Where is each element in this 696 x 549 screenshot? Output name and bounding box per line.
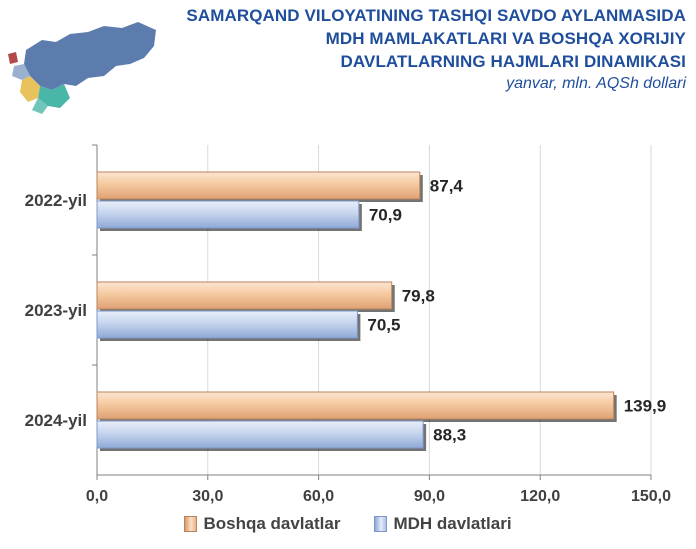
data-label: 88,3 bbox=[433, 426, 466, 445]
bar-mdh bbox=[96, 200, 360, 229]
data-label: 70,9 bbox=[369, 206, 402, 225]
x-tick-label: 150,0 bbox=[631, 488, 671, 505]
y-category-label: 2022-yil bbox=[25, 191, 87, 210]
data-label: 70,5 bbox=[367, 316, 400, 335]
x-tick-label: 90,0 bbox=[414, 488, 445, 505]
data-label: 79,8 bbox=[402, 287, 435, 306]
y-category-label: 2023-yil bbox=[25, 301, 87, 320]
bar-boshqa bbox=[96, 171, 421, 200]
data-label: 87,4 bbox=[430, 177, 464, 196]
y-category-label: 2024-yil bbox=[25, 411, 87, 430]
x-tick-label: 30,0 bbox=[192, 488, 223, 505]
legend-swatch-orange bbox=[184, 516, 198, 532]
map-logo bbox=[8, 22, 156, 114]
bar-mdh bbox=[96, 420, 424, 449]
chart-subtitle: yanvar, mln. AQSh dollari bbox=[506, 75, 686, 92]
legend-item-boshqa: Boshqa davlatlar bbox=[184, 514, 340, 534]
bar-mdh bbox=[96, 310, 358, 339]
legend-label-boshqa: Boshqa davlatlar bbox=[203, 514, 341, 533]
legend-item-mdh: MDH davlatlari bbox=[374, 514, 512, 534]
chart-title-line-1: SAMARQAND VILOYATINING TASHQI SAVDO AYLA… bbox=[186, 6, 686, 25]
legend: Boshqa davlatlar MDH davlatlari bbox=[0, 514, 696, 534]
legend-label-mdh: MDH davlatlari bbox=[393, 514, 512, 533]
x-tick-label: 60,0 bbox=[303, 488, 334, 505]
data-label: 139,9 bbox=[624, 397, 667, 416]
bar-boshqa bbox=[96, 281, 393, 310]
legend-swatch-blue bbox=[374, 516, 388, 532]
chart-title-line-2: MDH MAMLAKATLARI VA BOSHQA XORIJIY bbox=[325, 29, 686, 48]
x-tick-label: 0,0 bbox=[86, 488, 108, 505]
x-tick-label: 120,0 bbox=[520, 488, 560, 505]
title-block: SAMARQAND VILOYATINING TASHQI SAVDO AYLA… bbox=[126, 4, 686, 95]
chart-title-line-3: DAVLATLARNING HAJMLARI DINAMIKASI bbox=[340, 52, 686, 71]
bar-boshqa bbox=[96, 391, 615, 420]
